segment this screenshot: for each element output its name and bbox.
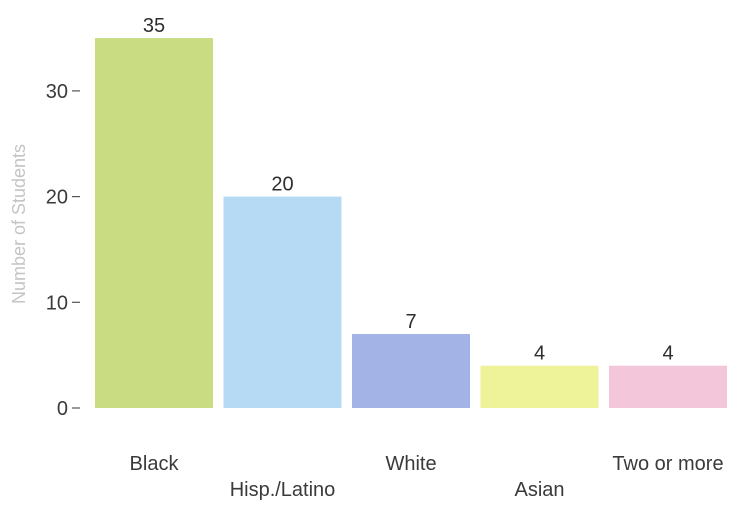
y-axis-title-group: Number of Students [9, 144, 29, 304]
category-label-asian: Asian [514, 479, 564, 501]
bar-asian [480, 365, 599, 408]
category-labels: Black Hisp./Latino White Asian Two or more [130, 453, 724, 501]
y-tick-label-20: 20 [46, 187, 68, 209]
bar-black [95, 38, 213, 409]
category-label-white: White [385, 453, 436, 475]
y-tick-label-0: 0 [57, 398, 68, 420]
bar-white [352, 334, 470, 408]
category-label-hisp-latino: Hisp./Latino [230, 479, 336, 501]
data-label-hisp-latino: 20 [271, 174, 293, 196]
data-label-black: 35 [143, 15, 165, 37]
y-axis-ticks: 0 10 20 30 [46, 81, 80, 420]
bar-hisp-latino [223, 196, 342, 408]
data-labels: 35 20 7 4 4 [143, 15, 674, 365]
y-tick-label-30: 30 [46, 81, 68, 103]
data-label-white: 7 [405, 311, 416, 333]
data-label-asian: 4 [534, 343, 545, 365]
category-label-black: Black [130, 453, 180, 475]
bars [95, 38, 727, 409]
bar-two-or-more [609, 365, 727, 408]
y-axis-title: Number of Students [9, 144, 29, 304]
y-tick-label-10: 10 [46, 292, 68, 314]
data-label-two-or-more: 4 [662, 343, 673, 365]
category-label-two-or-more: Two or more [612, 453, 723, 475]
